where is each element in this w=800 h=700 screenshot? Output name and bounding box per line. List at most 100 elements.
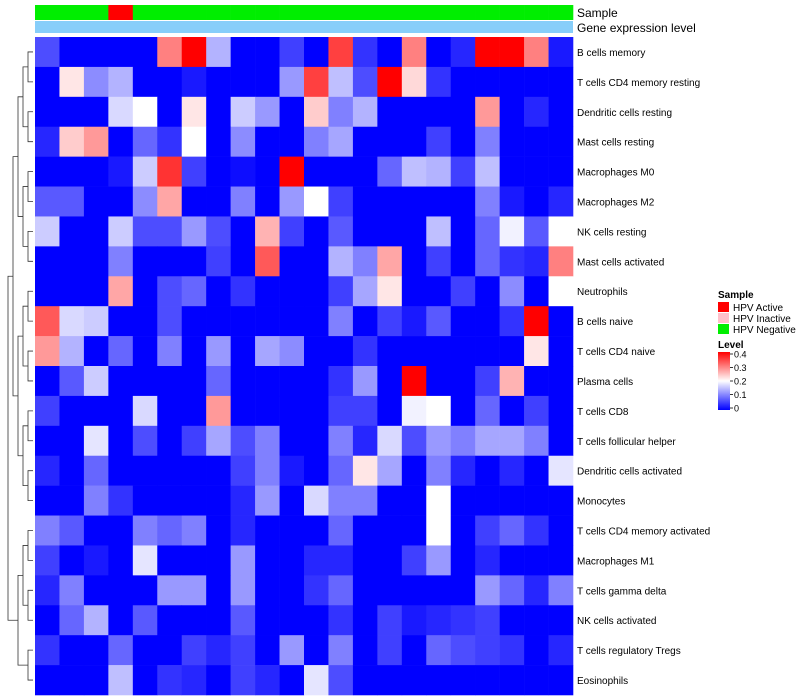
- heatmap-cell: [181, 665, 207, 696]
- heatmap-cell: [83, 276, 109, 307]
- heatmap-cell: [426, 37, 452, 68]
- row-label: T cells gamma delta: [577, 586, 667, 597]
- heatmap-cell: [108, 156, 134, 187]
- heatmap-cell: [548, 37, 574, 68]
- heatmap-cell: [475, 186, 500, 217]
- heatmap-cell: [377, 605, 403, 636]
- heatmap-cell: [328, 635, 354, 666]
- heatmap-cell: [304, 545, 329, 576]
- heatmap-cells: [35, 37, 574, 696]
- heatmap-cell: [255, 395, 280, 427]
- heatmap-cell: [499, 515, 525, 546]
- heatmap-cell: [524, 276, 549, 307]
- heatmap-cell: [157, 665, 183, 696]
- heatmap-cell: [401, 575, 427, 606]
- heatmap-cell: [181, 395, 207, 427]
- heatmap-cell: [524, 37, 549, 68]
- heatmap-cell: [475, 575, 500, 606]
- heatmap-cell: [157, 126, 183, 157]
- heatmap-cell: [83, 425, 109, 457]
- heatmap-cell: [181, 605, 207, 636]
- heatmap-cell: [230, 276, 256, 307]
- dendrogram-branch: [27, 231, 33, 262]
- row-label: T cells regulatory Tregs: [577, 646, 681, 657]
- heatmap-cell: [83, 485, 109, 516]
- heatmap-cell: [328, 395, 354, 427]
- heatmap-cell: [157, 395, 183, 427]
- heatmap-cell: [475, 66, 500, 98]
- heatmap-cell: [108, 216, 134, 247]
- heatmap-cell: [426, 66, 452, 98]
- heatmap-cell: [401, 246, 427, 277]
- dendrogram-branch: [17, 96, 23, 217]
- row-label: Dendritic cells resting: [577, 108, 672, 119]
- heatmap-cell: [59, 126, 85, 157]
- heatmap-cell: [304, 276, 329, 307]
- heatmap-cell: [426, 395, 452, 427]
- dendrogram-branch: [27, 530, 33, 561]
- heatmap-cell: [401, 366, 427, 397]
- heatmap-cell: [377, 455, 403, 486]
- heatmap-cell: [499, 545, 525, 576]
- heatmap-cell: [230, 545, 256, 576]
- heatmap-cell: [132, 66, 158, 98]
- heatmap-cell: [352, 96, 378, 128]
- legend: Sample HPV Active HPV Inactive HPV Negat…: [718, 290, 796, 414]
- heatmap-cell: [475, 515, 500, 546]
- heatmap-cell: [35, 306, 60, 337]
- heatmap-cell: [426, 366, 452, 397]
- heatmap-cell: [401, 455, 427, 486]
- heatmap-cell: [524, 246, 549, 277]
- heatmap-cell: [83, 156, 109, 187]
- dendrogram-branch: [27, 290, 33, 322]
- heatmap-cell: [132, 336, 158, 367]
- heatmap-cell: [426, 216, 452, 247]
- heatmap-cell: [328, 605, 354, 636]
- heatmap-cell: [83, 37, 109, 68]
- sample-annotation-cell: [524, 5, 549, 20]
- heatmap-cell: [230, 336, 256, 367]
- dendrogram-branch: [27, 111, 33, 143]
- heatmap-cell: [328, 37, 354, 68]
- heatmap-cell: [230, 605, 256, 636]
- heatmap-cell: [524, 665, 549, 696]
- sample-annotation-cell: [255, 5, 280, 20]
- heatmap-cell: [475, 635, 500, 666]
- dendrogram-branch: [27, 470, 33, 501]
- heatmap-cell: [548, 306, 574, 337]
- heatmap-cell: [157, 246, 183, 277]
- heatmap-cell: [181, 96, 207, 128]
- heatmap-cell: [328, 66, 354, 98]
- heatmap-cell: [108, 485, 134, 516]
- heatmap-cell: [206, 126, 231, 157]
- heatmap-cell: [426, 605, 452, 636]
- row-label: Macrophages M2: [577, 198, 655, 209]
- heatmap-cell: [230, 515, 256, 546]
- heatmap-cell: [206, 575, 231, 606]
- dendrogram-branch: [22, 425, 28, 487]
- heatmap-cell: [499, 156, 525, 187]
- heatmap-cell: [548, 485, 574, 516]
- heatmap-cell: [255, 425, 280, 457]
- heatmap-cell: [157, 336, 183, 367]
- heatmap-cell: [255, 575, 280, 606]
- heatmap-cell: [35, 605, 60, 636]
- heatmap-cell: [328, 575, 354, 606]
- heatmap-cell: [181, 336, 207, 367]
- heatmap-cell: [328, 246, 354, 277]
- heatmap-cell: [108, 605, 134, 636]
- row-labels: B cells memory T cells CD4 memory resting…: [577, 48, 710, 687]
- heatmap-cell: [377, 246, 403, 277]
- heatmap-cell: [132, 366, 158, 397]
- heatmap-cell: [132, 276, 158, 307]
- heatmap-cell: [548, 665, 574, 696]
- heatmap-cell: [279, 485, 305, 516]
- heatmap-cell: [108, 306, 134, 337]
- heatmap-cell: [548, 336, 574, 367]
- heatmap-cell: [206, 37, 231, 68]
- heatmap-cell: [255, 37, 280, 68]
- heatmap-cell: [377, 515, 403, 546]
- heatmap-cell: [59, 276, 85, 307]
- heatmap-cell: [328, 156, 354, 187]
- row-label: Monocytes: [577, 497, 625, 508]
